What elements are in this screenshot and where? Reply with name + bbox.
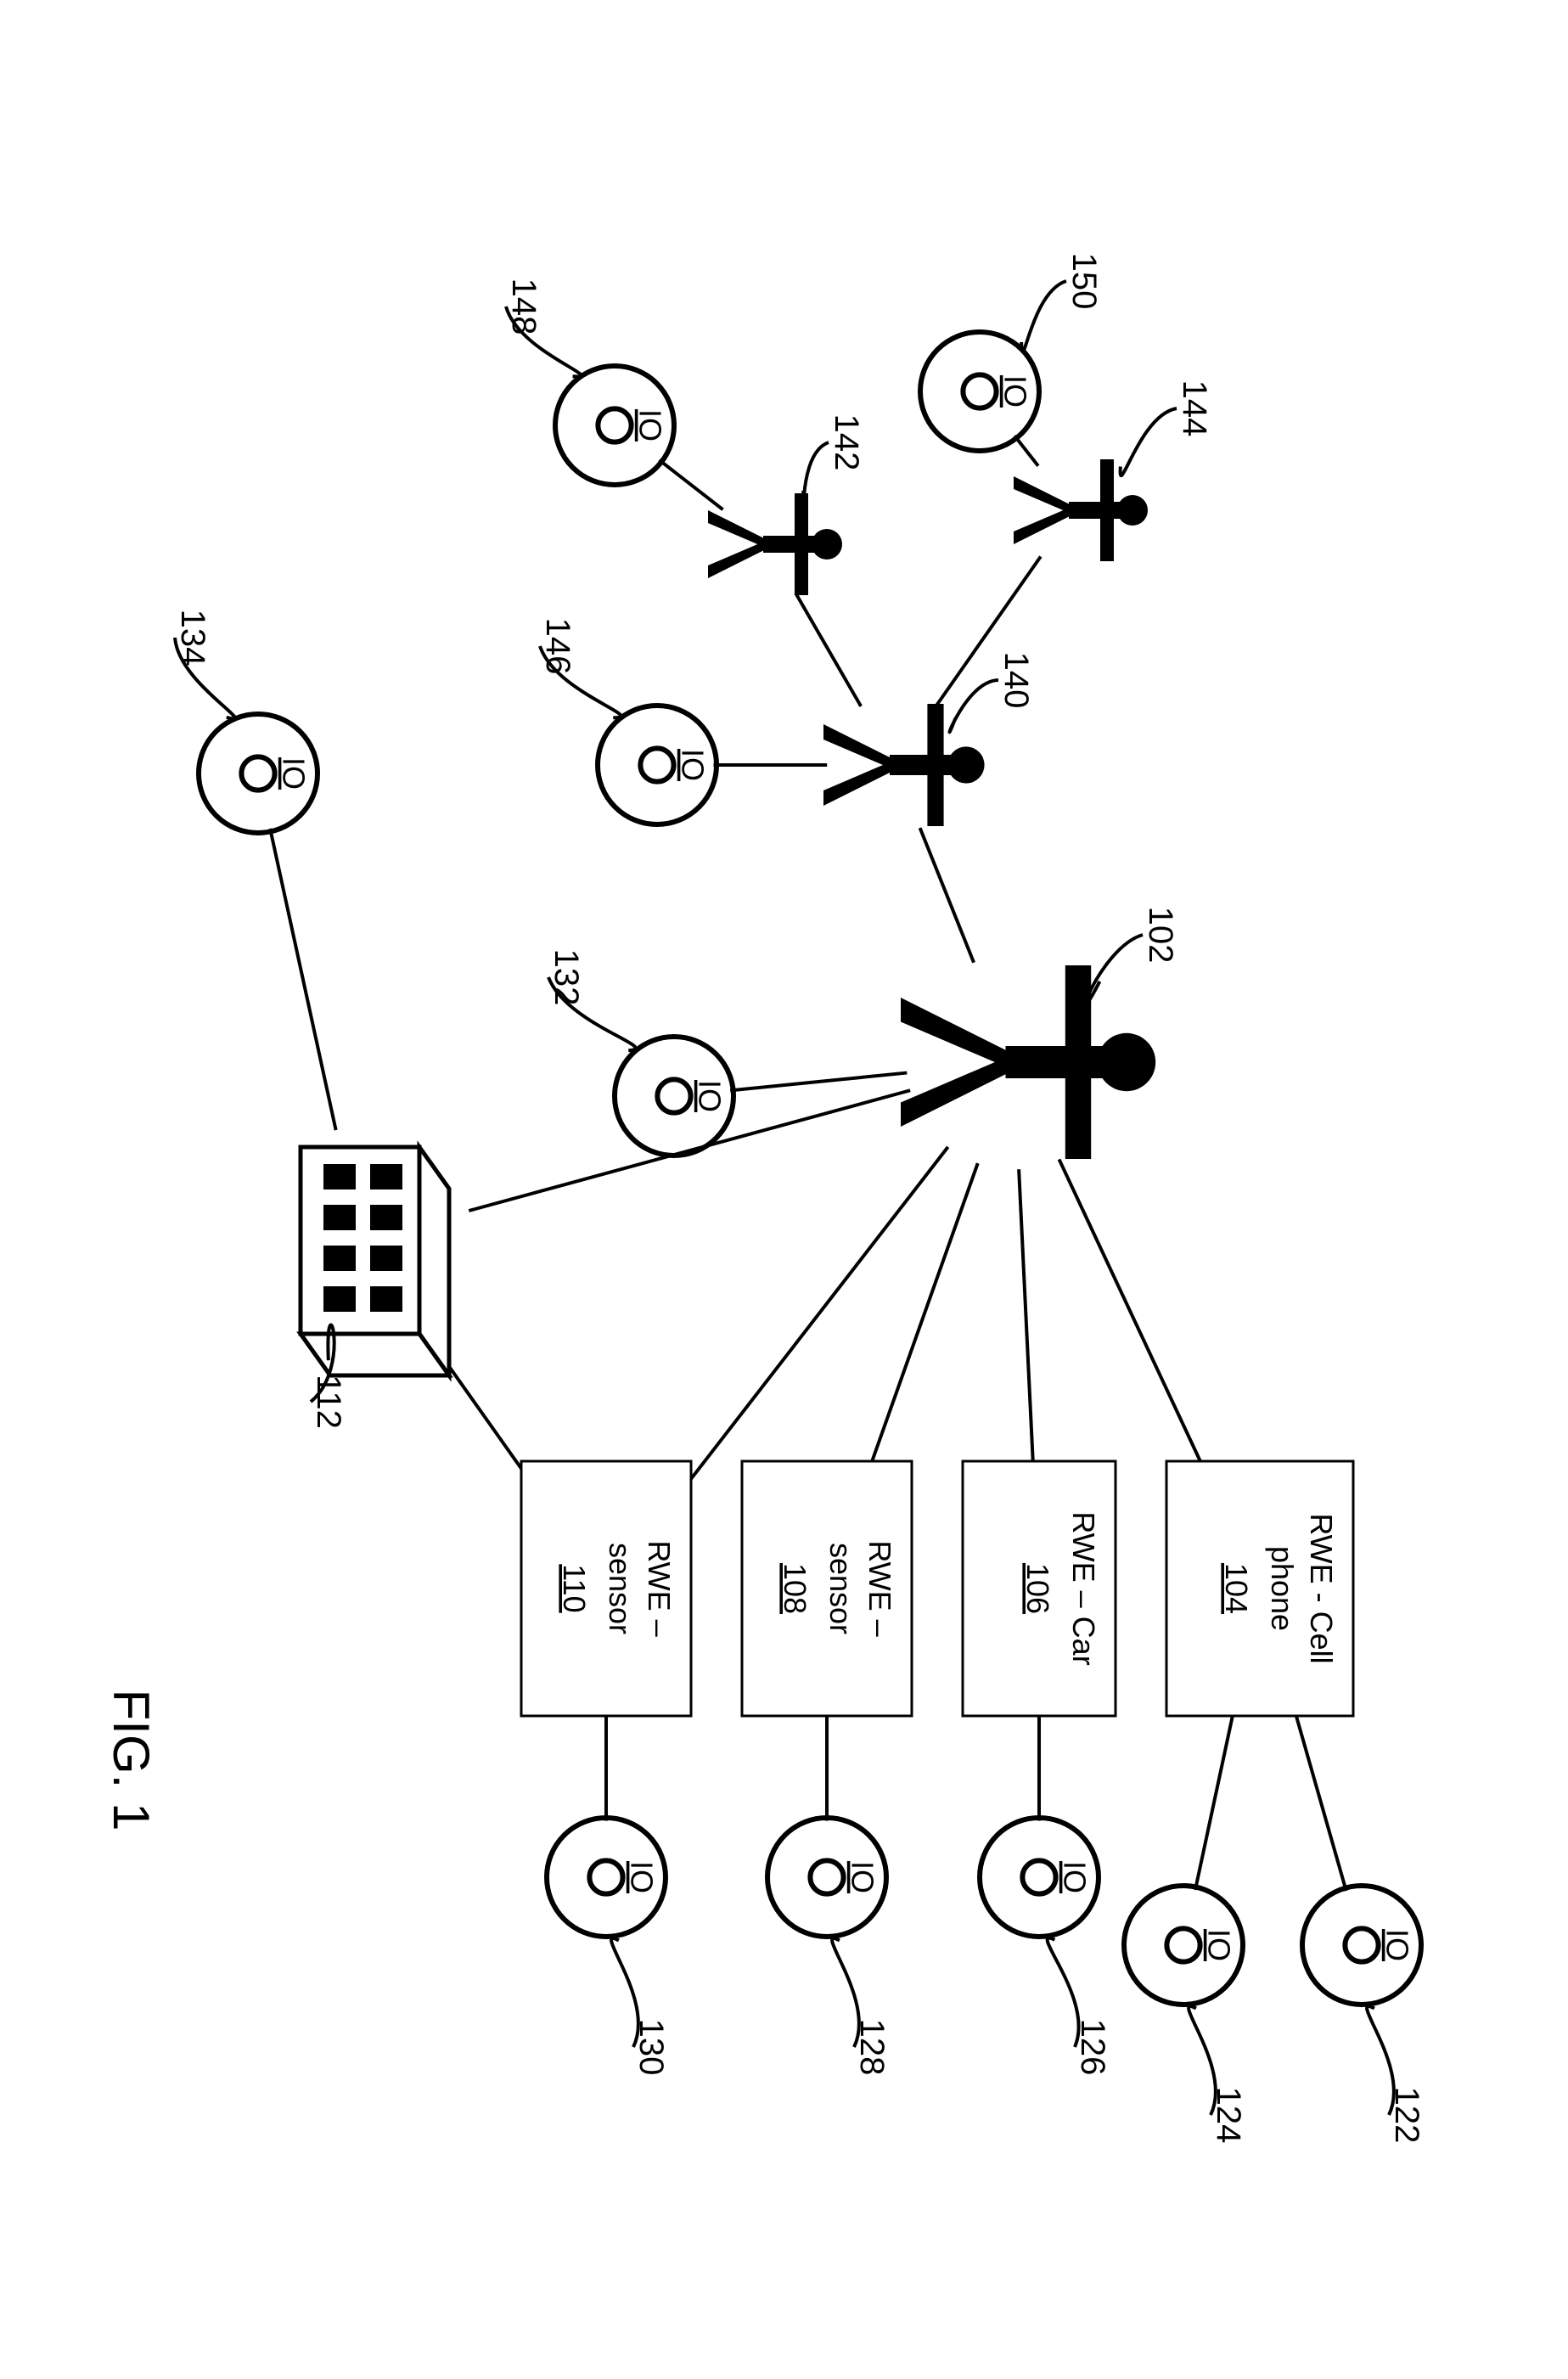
ref-number: 130 — [632, 2019, 670, 2076]
io-label: IO — [276, 757, 311, 790]
rwe-label-2: sensor — [823, 1543, 858, 1634]
building-icon — [301, 1147, 449, 1375]
ref-number: 122 — [1388, 2087, 1425, 2144]
rwe-cell: RWE - Cellphone 104 — [1166, 1461, 1353, 1716]
ref-number: 126 — [1074, 2019, 1111, 2076]
io-label: IO — [632, 409, 667, 441]
rwe-id: 106 — [1020, 1563, 1055, 1614]
ref-number: 140 — [998, 652, 1035, 709]
io-label: IO — [1380, 1929, 1414, 1961]
person-icon — [1014, 459, 1148, 561]
figure-label: FIG. 1 — [103, 1690, 160, 1831]
diagram-svg: RWE - Cellphone104RWE – Car106RWE –senso… — [63, 171, 1506, 2208]
ref-number: 132 — [548, 949, 585, 1006]
io-label: IO — [692, 1080, 727, 1112]
rwe-sensor2: RWE –sensor 110 — [521, 1461, 691, 1716]
ref-number: 148 — [505, 278, 542, 335]
rwe-label: RWE – — [642, 1540, 677, 1636]
rwe-sensor1: RWE –sensor 108 — [742, 1461, 912, 1716]
io-node: IO — [1124, 1886, 1243, 2005]
io-label: IO — [1201, 1929, 1236, 1961]
io-node: IO — [767, 1818, 886, 1937]
ref-number: 124 — [1210, 2087, 1247, 2144]
rwe-id: 110 — [557, 1564, 592, 1612]
edge — [1019, 1169, 1033, 1461]
io-node: IO — [615, 1037, 733, 1156]
ref-leader — [949, 680, 998, 732]
edge — [919, 828, 973, 963]
diagram-root: RWE - Cellphone104RWE – Car106RWE –senso… — [63, 171, 1506, 2208]
edge — [1295, 1716, 1346, 1891]
edge — [659, 460, 722, 509]
ref-number: 146 — [539, 618, 576, 675]
edge — [469, 1090, 910, 1211]
rwe-label: RWE – — [863, 1540, 897, 1636]
ref-number: 134 — [174, 610, 211, 666]
io-node: IO — [598, 706, 717, 824]
io-label: IO — [845, 1861, 880, 1893]
ref-number: 128 — [853, 2019, 891, 2076]
rwe-id: 104 — [1219, 1563, 1254, 1614]
edge — [795, 593, 861, 706]
ref-leader — [1120, 408, 1176, 475]
ref-number: 102 — [1142, 907, 1179, 964]
person-icon — [823, 704, 985, 826]
rwe-id: 108 — [778, 1563, 812, 1614]
edge — [691, 1147, 948, 1479]
edge — [1059, 1159, 1200, 1461]
rwe-label-2: sensor — [603, 1543, 638, 1634]
io-label: IO — [1057, 1861, 1092, 1893]
io-label: IO — [998, 375, 1032, 408]
ref-number: 150 — [1065, 253, 1103, 310]
rwe-label: RWE - Cell — [1304, 1513, 1339, 1663]
io-node: IO — [547, 1818, 666, 1937]
ref-number: 144 — [1176, 380, 1213, 437]
person-icon — [901, 965, 1155, 1159]
rwe-label: RWE – Car — [1066, 1511, 1101, 1665]
ref-number: 142 — [828, 414, 865, 471]
ref-leader — [1021, 281, 1066, 352]
ref-leader — [1085, 935, 1143, 1004]
edge — [872, 1163, 978, 1461]
io-node: IO — [980, 1818, 1099, 1937]
person-icon — [708, 493, 842, 595]
rwe-label-2: phone — [1265, 1546, 1300, 1631]
io-node: IO — [555, 366, 674, 485]
io-node: IO — [199, 714, 318, 833]
ref-number: 112 — [310, 1375, 347, 1429]
edge — [730, 1073, 907, 1091]
rwe-car: RWE – Car 106 — [963, 1461, 1116, 1716]
io-label: IO — [675, 749, 710, 781]
io-node: IO — [1302, 1886, 1421, 2005]
io-label: IO — [624, 1861, 659, 1893]
edge — [1194, 1716, 1232, 1890]
edge — [270, 829, 335, 1130]
